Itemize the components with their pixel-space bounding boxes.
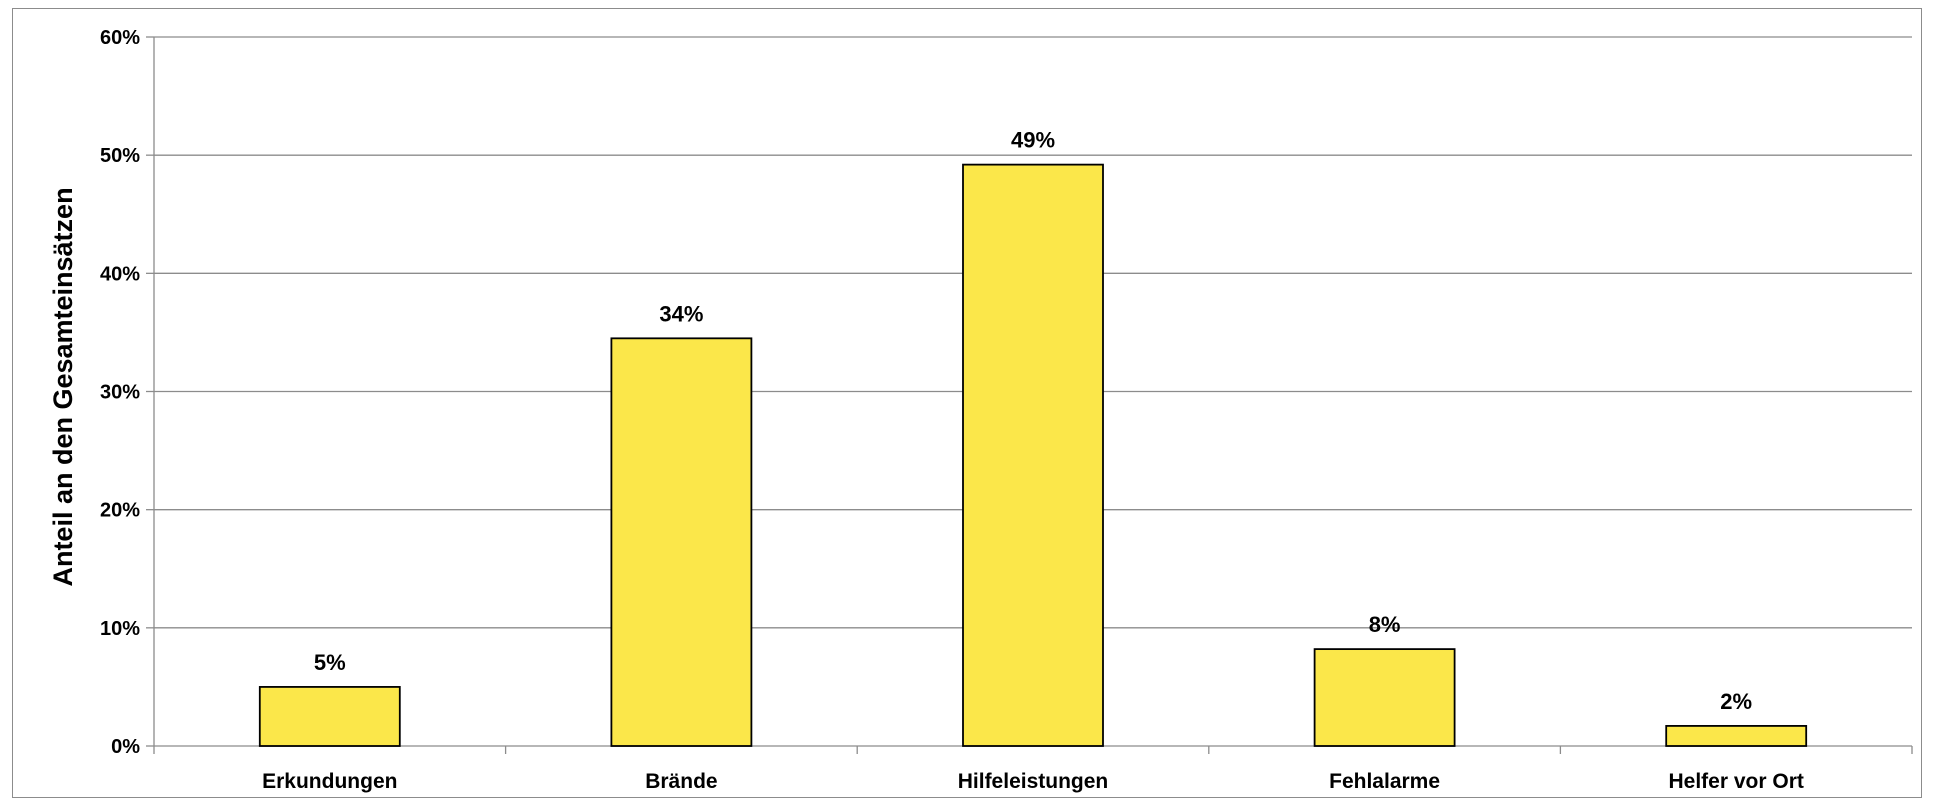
y-axis-title: Anteil an den Gesamteinsätzen bbox=[48, 187, 78, 586]
bar-helfer-vor-ort bbox=[1666, 726, 1806, 746]
y-tick-label: 60% bbox=[100, 27, 140, 49]
data-label: 34% bbox=[659, 301, 703, 326]
y-tick-label: 20% bbox=[100, 500, 140, 522]
bars bbox=[260, 165, 1806, 746]
y-tick-label: 0% bbox=[111, 736, 140, 758]
x-category-label: Hilfeleistungen bbox=[958, 770, 1109, 793]
x-category-label: Brände bbox=[645, 770, 717, 793]
data-label: 8% bbox=[1369, 612, 1401, 637]
data-label: 5% bbox=[314, 650, 346, 675]
labels: 0% 10% 20% 30% 40% 50% 60% 5% Erkundungen 34% Brän… bbox=[100, 27, 1804, 793]
bar-fehlalarme bbox=[1315, 649, 1455, 746]
data-label: 49% bbox=[1011, 128, 1055, 153]
x-category-label: Fehlalarme bbox=[1329, 770, 1440, 793]
bar-erkundungen bbox=[260, 687, 400, 746]
y-tick-label: 50% bbox=[100, 145, 140, 167]
data-label: 2% bbox=[1720, 689, 1752, 714]
y-tick-label: 10% bbox=[100, 618, 140, 640]
y-tick-label: 30% bbox=[100, 382, 140, 404]
x-category-label: Erkundungen bbox=[262, 770, 397, 793]
x-category-label: Helfer vor Ort bbox=[1669, 770, 1804, 793]
bar-hilfeleistungen bbox=[963, 165, 1103, 746]
bar-brände bbox=[611, 338, 751, 746]
y-tick-label: 40% bbox=[100, 263, 140, 285]
